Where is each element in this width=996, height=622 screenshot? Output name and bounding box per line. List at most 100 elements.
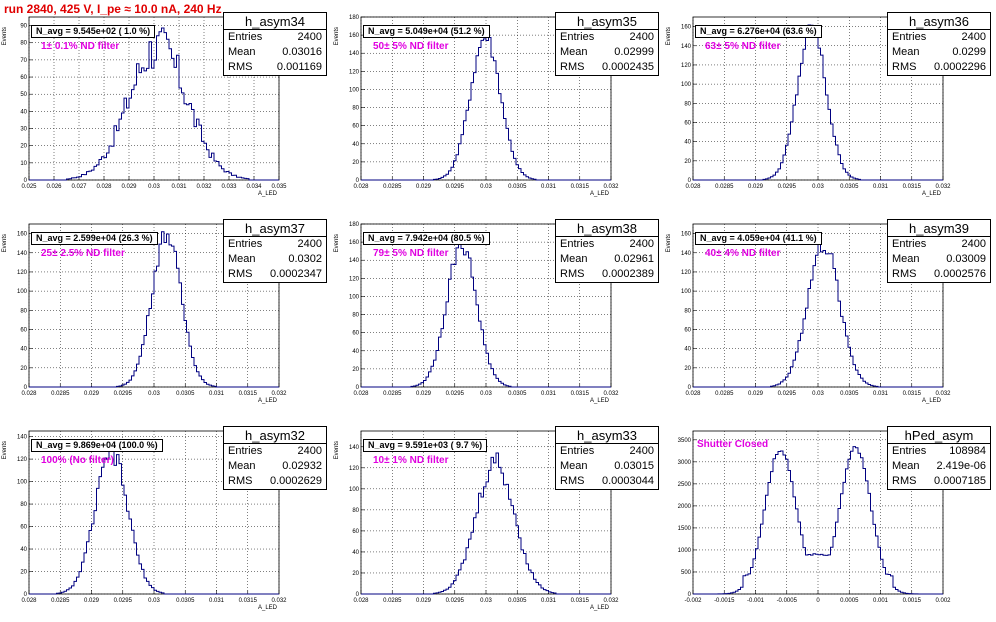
y-axis-label: Events <box>334 234 340 252</box>
x-tick-label: 0.0295 <box>114 391 133 397</box>
filter-label: 1± 0.1% ND filter <box>41 41 120 52</box>
x-tick-label: 0.03 <box>148 598 160 604</box>
x-tick-label: 0.029 <box>416 184 432 190</box>
stat-label: Entries <box>560 445 595 457</box>
stat-value: 2.419e-06 <box>936 460 986 472</box>
stat-row-rms: RMS 0.0002347 <box>224 267 326 282</box>
y-tick-label: 60 <box>352 331 359 337</box>
y-tick-label: 0 <box>356 178 360 184</box>
y-tick-label: 180 <box>349 222 360 228</box>
y-tick-label: 140 <box>17 251 28 257</box>
stat-box-title: h_asym35 <box>556 13 658 30</box>
x-tick-label: 0.0315 <box>239 391 258 397</box>
y-tick-label: 60 <box>684 327 691 333</box>
stat-box-title: h_asym37 <box>224 220 326 237</box>
y-tick-label: 120 <box>681 63 692 69</box>
stat-value: 2400 <box>629 31 654 43</box>
y-tick-label: 100 <box>349 487 360 493</box>
y-tick-label: 160 <box>681 25 692 31</box>
x-tick-label: 0.0315 <box>903 184 922 190</box>
y-tick-label: 60 <box>20 327 27 333</box>
filter-label: 63± 5% ND filter <box>705 41 781 52</box>
stat-value: 0.02961 <box>614 253 654 265</box>
x-tick-label: 0.0315 <box>571 184 590 190</box>
y-tick-label: 0 <box>688 178 692 184</box>
histogram-panel-h_asym35: 0.028 0.0285 0.029 0.0295 0.03 0.0305 0.031 0.0… <box>332 0 664 207</box>
histogram-panel-h_asym39: 0.028 0.0285 0.029 0.0295 0.03 0.0305 0.031 0.0… <box>664 207 996 414</box>
y-tick-label: 2000 <box>678 504 692 510</box>
y-tick-label: 140 <box>681 251 692 257</box>
stat-box: h_asym35 Entries 2400 Mean 0.02999 RMS 0.00024… <box>555 12 659 76</box>
x-tick-label: 0.0305 <box>508 391 527 397</box>
stat-label: Mean <box>892 46 920 58</box>
stat-box: h_asym38 Entries 2400 Mean 0.02961 RMS 0.00023… <box>555 219 659 283</box>
filter-label: 79± 5% ND filter <box>373 248 449 259</box>
stat-row-entries: Entries 2400 <box>556 444 658 459</box>
x-tick-label: 0.0305 <box>840 391 859 397</box>
x-tick-label: 0.0305 <box>176 598 195 604</box>
stat-value: 2400 <box>629 238 654 250</box>
filter-label: 25± 2.5% ND filter <box>41 248 125 259</box>
y-tick-label: 3000 <box>678 460 692 466</box>
y-tick-label: 160 <box>349 33 360 39</box>
x-tick-label: 0.033 <box>221 184 237 190</box>
stat-row-mean: Mean 0.03009 <box>888 252 990 267</box>
x-tick-label: 0.035 <box>271 184 287 190</box>
y-tick-label: 20 <box>684 159 691 165</box>
stat-label: Mean <box>892 253 920 265</box>
y-axis-label: Events <box>2 234 8 252</box>
stat-box: h_asym37 Entries 2400 Mean 0.0302 RMS 0.000234… <box>223 219 327 283</box>
x-tick-label: 0.028 <box>353 184 369 190</box>
y-tick-label: 80 <box>352 106 359 112</box>
y-tick-label: 100 <box>349 294 360 300</box>
stat-value: 108984 <box>949 445 986 457</box>
stat-row-entries: Entries 2400 <box>224 30 326 45</box>
x-tick-label: 0.032 <box>935 391 951 397</box>
x-axis-label: A_LED <box>590 398 610 404</box>
stat-value: 0.03009 <box>946 253 986 265</box>
x-tick-label: 0.027 <box>71 184 87 190</box>
x-tick-label: 0.0315 <box>571 598 590 604</box>
y-tick-label: 120 <box>17 457 28 463</box>
x-tick-label: 0.032 <box>935 184 951 190</box>
stat-value: 0.02932 <box>282 460 322 472</box>
x-tick-label: 0 <box>816 598 820 604</box>
n-avg-label: N_avg = 6.276e+04 (63.6 %) <box>695 25 822 38</box>
x-tick-label: 0.025 <box>21 184 37 190</box>
x-tick-label: 0.0295 <box>114 598 133 604</box>
y-tick-label: 120 <box>349 466 360 472</box>
y-tick-label: 80 <box>20 41 27 47</box>
stat-label: Entries <box>228 238 263 250</box>
y-tick-label: 0 <box>24 592 28 598</box>
y-tick-label: 30 <box>20 127 27 133</box>
x-tick-label: 0.0295 <box>778 184 797 190</box>
x-tick-label: 0.0295 <box>446 184 465 190</box>
y-tick-label: 0 <box>688 385 692 391</box>
y-tick-label: 3500 <box>678 438 692 444</box>
stat-row-rms: RMS 0.0002296 <box>888 60 990 75</box>
x-tick-label: 0.032 <box>603 391 619 397</box>
n-avg-label: N_avg = 9.591e+03 ( 9.7 %) <box>363 439 488 452</box>
x-tick-label: 0.028 <box>685 184 701 190</box>
stat-box: h_asym36 Entries 2400 Mean 0.0299 RMS 0.000229… <box>887 12 991 76</box>
x-tick-label: 0.028 <box>353 391 369 397</box>
x-tick-label: 0.029 <box>748 184 764 190</box>
x-tick-label: 0.0285 <box>51 598 70 604</box>
stat-box: h_asym32 Entries 2400 Mean 0.02932 RMS 0.00026… <box>223 426 327 490</box>
x-tick-label: 0.0295 <box>446 598 465 604</box>
filter-label: 50± 5% ND filter <box>373 41 449 52</box>
stat-value: 2400 <box>297 31 322 43</box>
x-tick-label: 0.031 <box>209 391 225 397</box>
stat-row-rms: RMS 0.0002576 <box>888 267 990 282</box>
histogram-panel-h_asym37: 0.028 0.0285 0.029 0.0295 0.03 0.0305 0.031 0.0… <box>0 207 332 414</box>
histogram-panel-h_asym33: 0.028 0.0285 0.029 0.0295 0.03 0.0305 0.031 0.0… <box>332 414 664 621</box>
x-axis-label: A_LED <box>922 398 942 404</box>
stat-value: 2400 <box>629 445 654 457</box>
x-tick-label: 0.032 <box>196 184 212 190</box>
y-tick-label: 60 <box>684 120 691 126</box>
n-avg-label: N_avg = 9.869e+04 (100.0 %) <box>31 439 163 452</box>
run-title: run 2840, 425 V, I_pe ≈ 10.0 nA, 240 Hz <box>4 2 222 16</box>
y-tick-label: 40 <box>20 109 27 115</box>
stat-row-entries: Entries 2400 <box>556 237 658 252</box>
histogram-bars <box>693 446 943 595</box>
